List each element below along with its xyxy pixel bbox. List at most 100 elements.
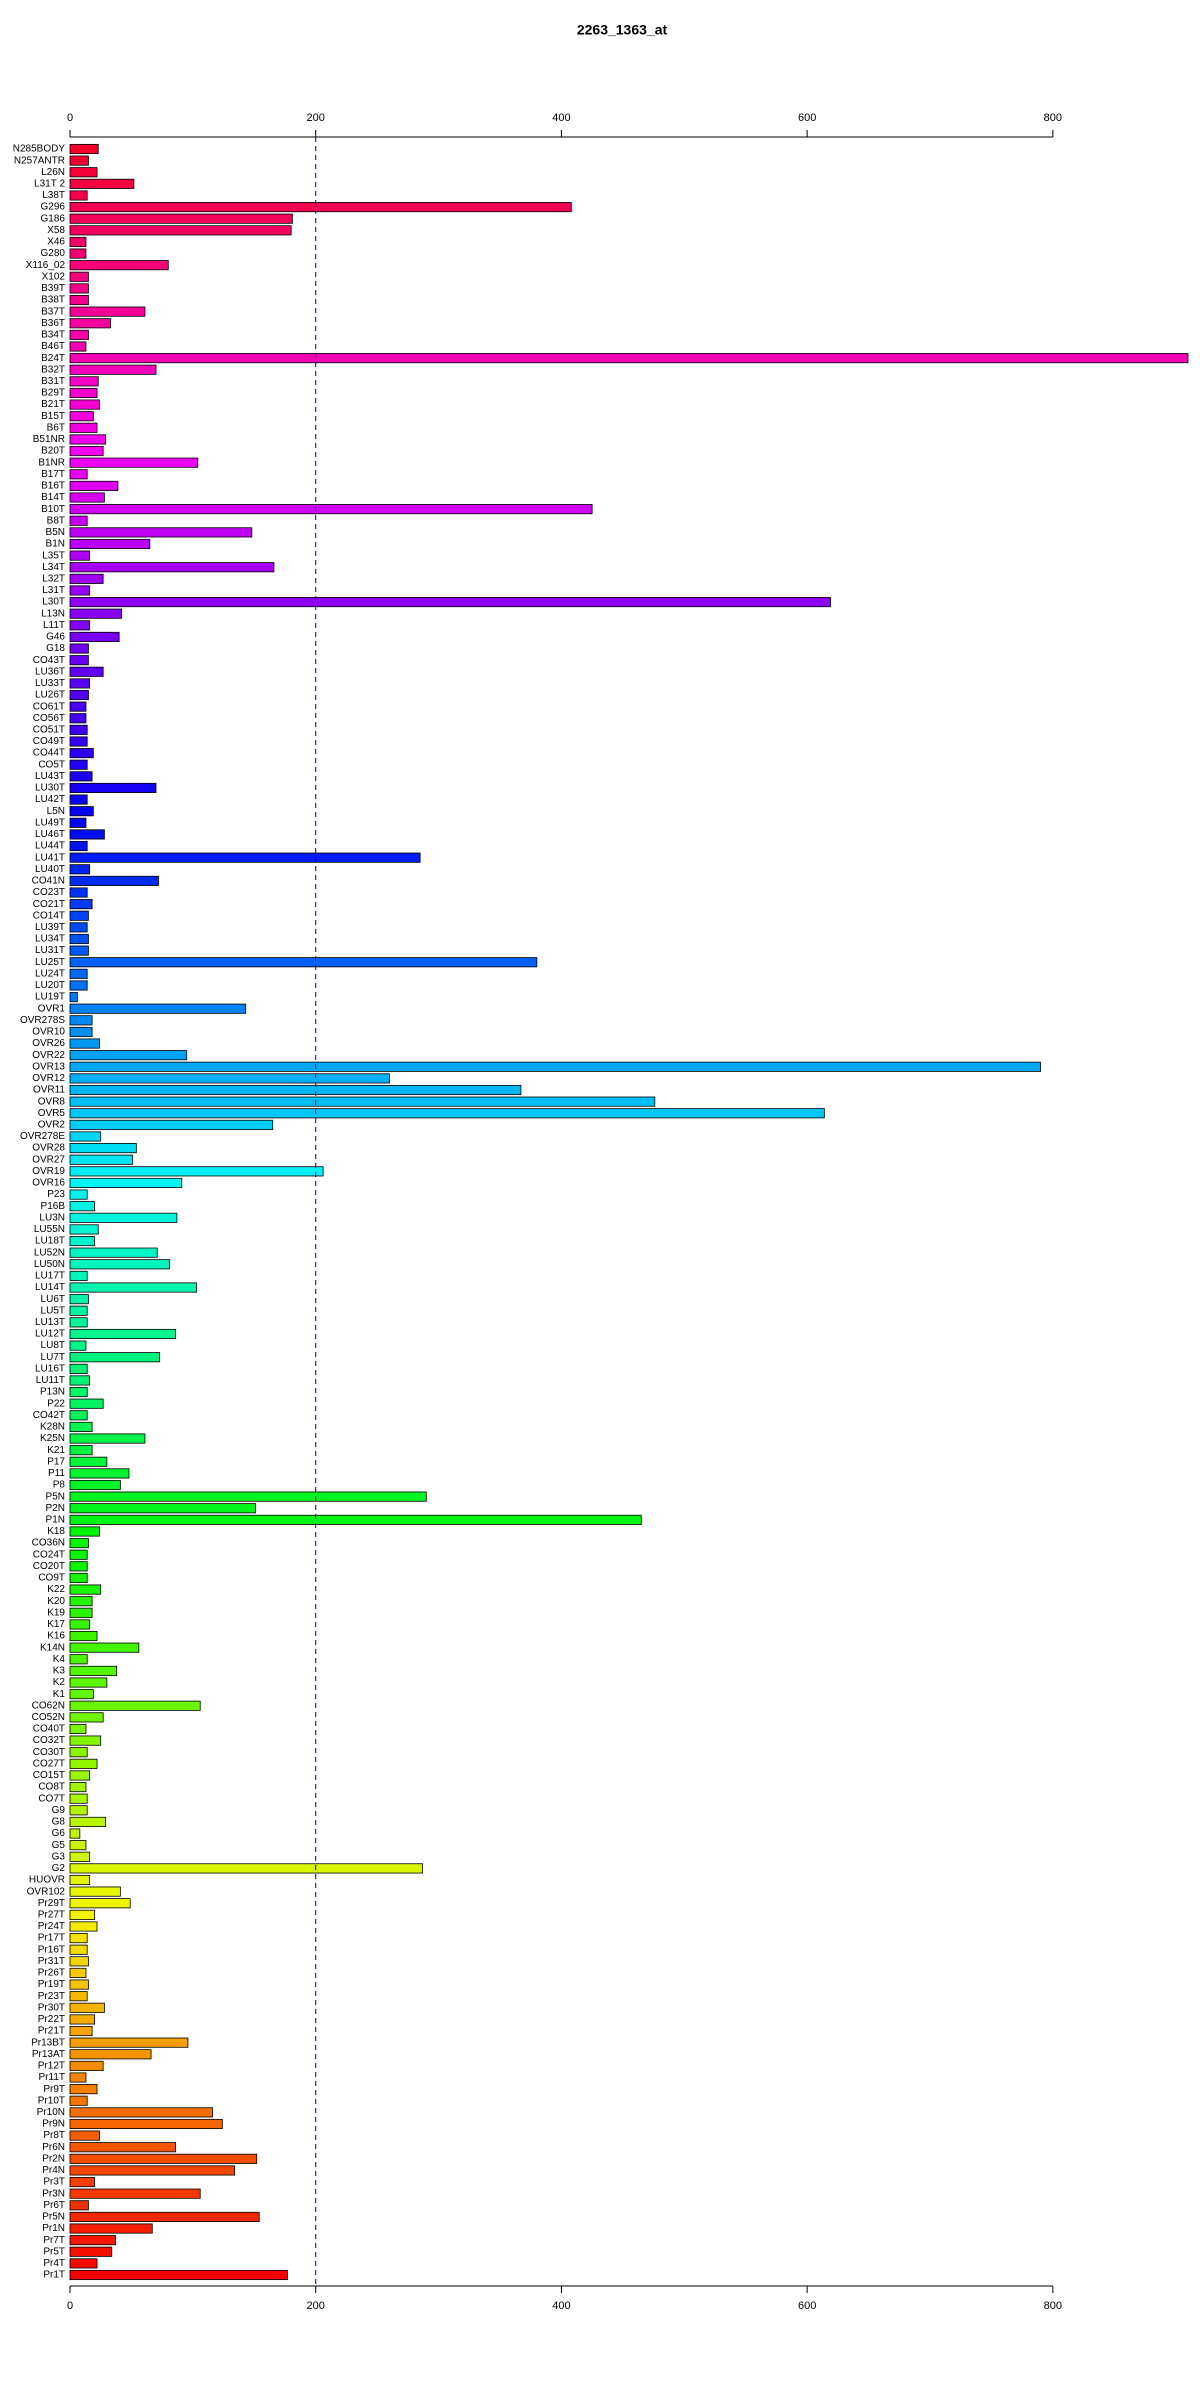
y-tick-label: CO27T (33, 1758, 65, 1769)
y-tick-label: L35T (42, 550, 65, 561)
y-tick-label: Pr21T (38, 2026, 65, 2037)
y-tick-label: CO36N (32, 1538, 65, 1549)
bar (69, 1758, 98, 1769)
bar (69, 1944, 88, 1955)
y-tick-label: OVR10 (32, 1027, 65, 1038)
bar (69, 1572, 88, 1583)
y-tick-label: LU30T (35, 783, 65, 794)
bar (69, 1235, 95, 1247)
bar (69, 2165, 236, 2176)
y-tick-label: OVR11 (33, 1085, 65, 1096)
bar (69, 1979, 89, 1990)
bar (69, 957, 538, 968)
y-tick-label: B37T (41, 306, 65, 317)
y-tick-label: B5N (46, 527, 65, 538)
y-tick-label: X58 (47, 225, 65, 236)
x-tick-label: 600 (798, 2300, 816, 2312)
y-tick-label: CO7T (38, 1793, 65, 1804)
y-tick-label: P11 (48, 1468, 65, 1479)
bar (69, 1131, 102, 1142)
bar (69, 527, 253, 538)
y-tick-label: Pr8T (43, 2130, 65, 2141)
y-tick-label: N257ANTR (14, 155, 65, 166)
bar (69, 480, 119, 491)
bar (69, 631, 120, 642)
bar (69, 852, 421, 863)
y-tick-label: LU50N (34, 1259, 65, 1270)
bar (69, 294, 89, 306)
bar (69, 225, 292, 236)
y-tick-label: Pr16T (38, 1944, 65, 1955)
y-tick-label: CO42T (33, 1410, 65, 1421)
bar (69, 236, 87, 247)
y-tick-label: CO23T (33, 887, 65, 898)
bar (69, 864, 91, 875)
y-tick-label: LU18T (35, 1236, 65, 1247)
y-tick-label: CO30T (33, 1747, 65, 1758)
bar (69, 329, 89, 340)
chart-title: 2263_1363_at (577, 22, 668, 38)
y-tick-label: L26N (41, 167, 65, 178)
bar (69, 167, 98, 178)
bar (69, 1816, 107, 1827)
bar (69, 748, 94, 759)
bar (69, 655, 89, 666)
y-tick-label: LU52N (34, 1247, 65, 1258)
bar (69, 1433, 146, 1444)
bar (69, 1689, 94, 1700)
y-tick-label: B51NR (33, 434, 65, 445)
x-tick-label: 800 (1044, 112, 1062, 124)
bar (69, 1247, 158, 1258)
y-tick-label: P13N (40, 1387, 65, 1398)
y-tick-label: OVR278S (20, 1015, 65, 1026)
y-tick-label: OVR278E (20, 1131, 65, 1142)
bar (69, 643, 89, 654)
y-tick-label: Pr29T (38, 1898, 65, 1909)
y-tick-label: L34T (42, 562, 65, 573)
y-tick-label: Pr24T (38, 1921, 65, 1932)
y-tick-label: B10T (41, 504, 65, 515)
bar (69, 1596, 93, 1607)
y-tick-label: OVR1 (38, 1003, 66, 1014)
bar (69, 724, 88, 735)
bar (69, 213, 293, 224)
y-tick-label: K19 (47, 1607, 65, 1618)
y-tick-label: CO40T (33, 1724, 65, 1735)
y-tick-label: G18 (46, 643, 65, 654)
bar (69, 910, 89, 921)
bar (69, 701, 87, 712)
bar (69, 713, 87, 724)
y-tick-label: G8 (52, 1817, 66, 1828)
y-tick-label: K4 (53, 1654, 66, 1665)
y-tick-label: CO20T (33, 1561, 65, 1572)
bar (69, 1201, 95, 1212)
x-tick-label: 200 (307, 112, 325, 124)
y-tick-label: Pr23T (38, 1991, 65, 2002)
bar (69, 2235, 116, 2246)
bar (69, 562, 275, 573)
bar (69, 1224, 99, 1235)
bar (69, 1863, 424, 1874)
bar (69, 829, 105, 840)
y-tick-label: G5 (52, 1840, 66, 1851)
bar (69, 260, 169, 271)
y-tick-label: LU20T (35, 980, 65, 991)
bar (69, 945, 89, 956)
bar (69, 2153, 258, 2164)
y-tick-label: LU42T (35, 794, 65, 805)
bar (69, 1398, 104, 1409)
y-tick-label: CO52N (32, 1712, 65, 1723)
y-tick-label: OVR19 (32, 1166, 65, 1177)
y-tick-label: Pr30T (38, 2002, 65, 2013)
bar (69, 2072, 87, 2083)
y-tick-label: K20 (47, 1596, 65, 1607)
y-tick-label: LU8T (41, 1340, 65, 1351)
y-tick-label: OVR12 (32, 1073, 65, 1084)
bar (69, 1375, 91, 1386)
y-tick-label: P2N (46, 1503, 65, 1514)
y-tick-label: Pr1T (43, 2270, 65, 2281)
bar (69, 353, 1189, 364)
y-tick-label: X102 (42, 271, 66, 282)
bar (69, 1770, 91, 1781)
